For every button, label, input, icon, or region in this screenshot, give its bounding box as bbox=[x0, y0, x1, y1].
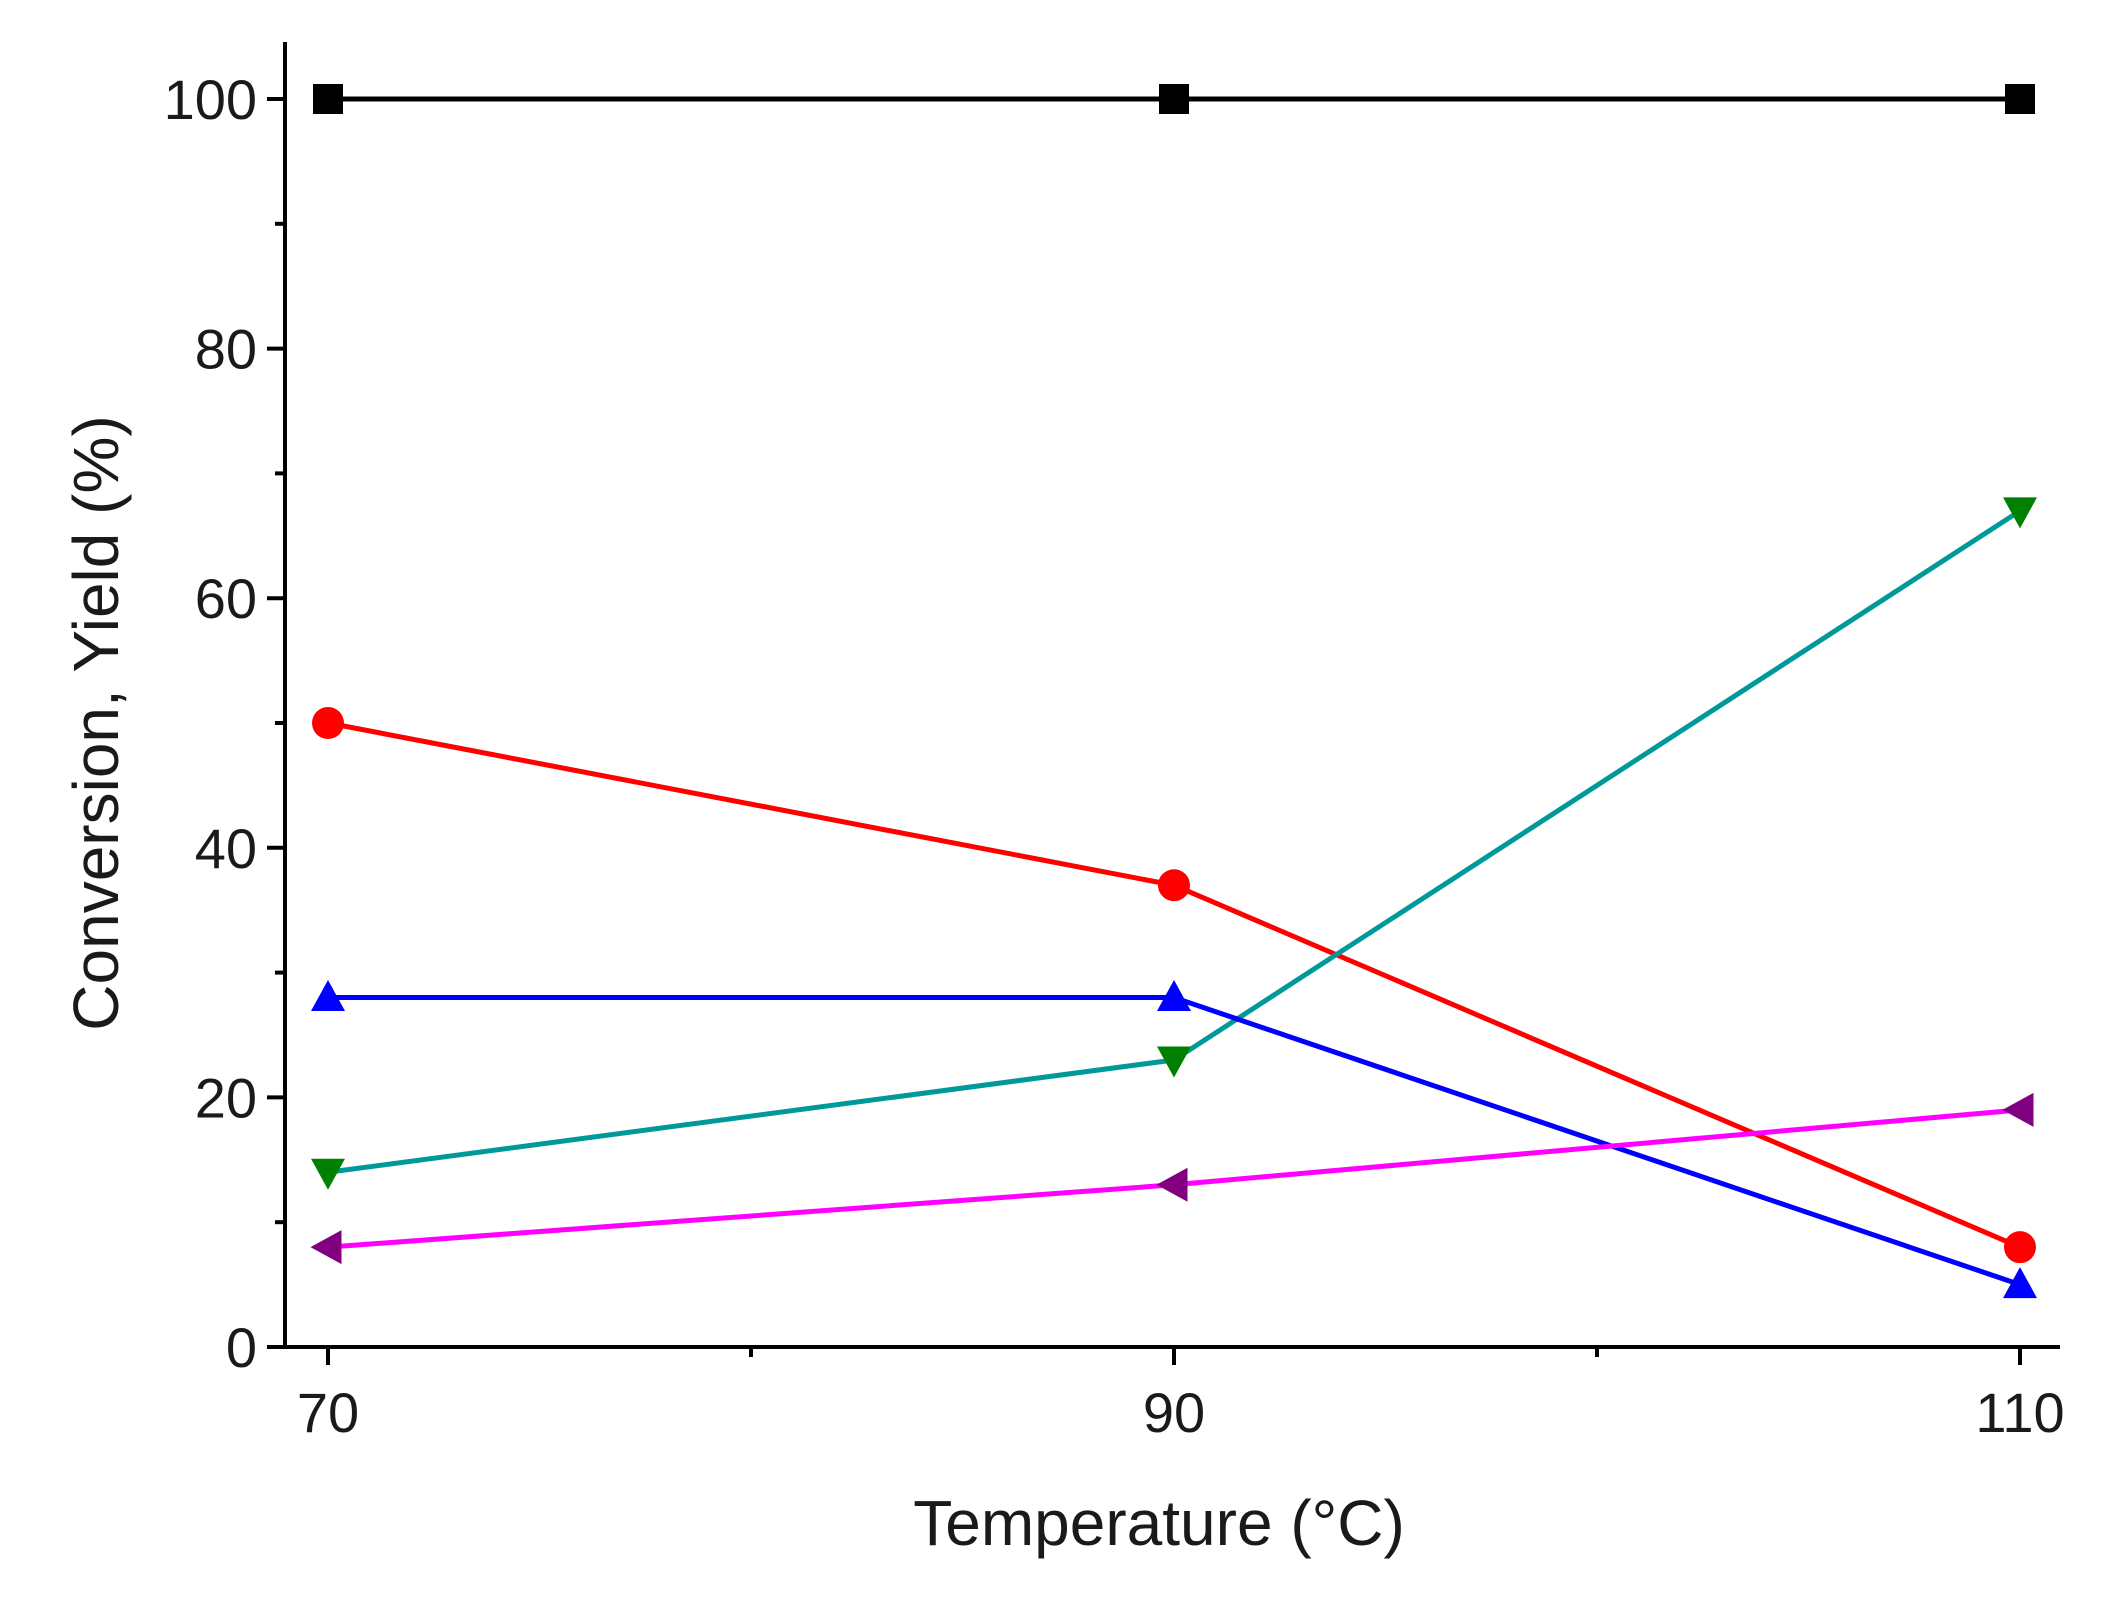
red-circle-series-point bbox=[2004, 1231, 2036, 1264]
blue-up-triangle-series-point bbox=[2003, 1267, 2037, 1299]
black-square-series-point bbox=[1159, 84, 1189, 114]
red-circle-series-point bbox=[312, 707, 344, 739]
y-tick-label: 100 bbox=[164, 68, 257, 131]
axes-layer: 0 20 40 60 80 100 70 90 110 bbox=[164, 42, 2065, 1444]
magenta-left-triangle-series-point bbox=[2002, 1092, 2034, 1127]
black-square-series-point bbox=[313, 84, 343, 114]
x-tick-label: 70 bbox=[297, 1381, 359, 1444]
teal-down-triangle-series bbox=[311, 497, 2037, 1190]
red-circle-series-point bbox=[1158, 869, 1190, 902]
x-axis-title: Temperature (°C) bbox=[913, 1487, 1405, 1559]
magenta-left-triangle-series-point bbox=[1156, 1167, 1188, 1202]
black-square-series-point bbox=[2005, 84, 2035, 114]
magenta-left-triangle-series-point bbox=[310, 1230, 342, 1265]
teal-down-triangle-series-point bbox=[2003, 497, 2037, 529]
black-square-series bbox=[313, 84, 2035, 114]
y-axis-title: Conversion, Yield (%) bbox=[60, 415, 132, 1030]
x-tick-label: 110 bbox=[1975, 1381, 2064, 1444]
blue-up-triangle-series-point bbox=[311, 980, 345, 1012]
red-circle-series bbox=[312, 707, 2036, 1264]
blue-up-triangle-series bbox=[311, 980, 2037, 1299]
y-tick-label: 40 bbox=[195, 817, 257, 880]
teal-down-triangle-series-point bbox=[1157, 1046, 1191, 1078]
blue-up-triangle-series-point bbox=[1157, 980, 1191, 1012]
y-tick-label: 60 bbox=[195, 567, 257, 630]
magenta-left-triangle-series bbox=[310, 1092, 2034, 1265]
y-tick-label: 20 bbox=[195, 1066, 257, 1129]
series-layer bbox=[310, 84, 2037, 1299]
x-tick-label: 90 bbox=[1143, 1381, 1205, 1444]
y-tick-label: 80 bbox=[195, 318, 257, 381]
teal-down-triangle-series-point bbox=[311, 1158, 345, 1190]
y-tick-label: 0 bbox=[226, 1316, 257, 1379]
